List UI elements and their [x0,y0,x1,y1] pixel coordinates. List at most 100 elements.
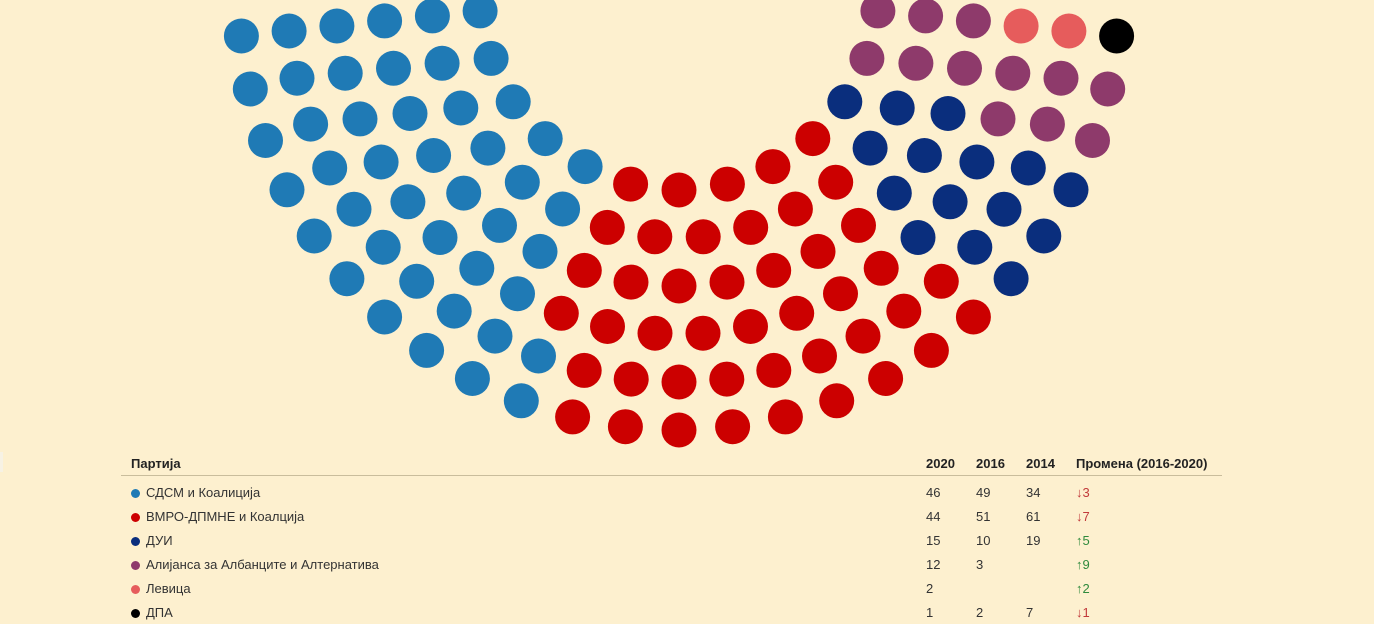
seat-dot [390,184,426,220]
seat-dot [932,184,968,220]
seat-dot [733,209,769,245]
seat-dot [800,233,836,269]
seat-dot [685,219,721,255]
seat-dot [312,150,348,186]
seat-dot [957,229,993,265]
seats-2014-cell: 19 [1026,532,1041,548]
seat-dot [470,130,506,166]
party-name: Левица [146,580,191,596]
party-name: ДПА [146,604,173,620]
seat-dot [567,149,603,185]
seat-dot [424,45,460,81]
seat-dot [795,121,831,157]
seat-dot [613,264,649,300]
seat-dot [802,338,837,374]
seat-dot [685,315,721,351]
seat-dot [849,40,885,76]
seat-dot [543,295,579,331]
header-2016: 2016 [966,450,1016,476]
table-row: СДСМ и Коалиција 46 49 34 ↓3 [121,476,1222,505]
header-party: Партија [121,450,916,476]
seat-dot [923,263,959,299]
seat-dot [566,252,602,288]
seat-dot [841,207,876,243]
seats-2016-cell: 49 [976,484,991,500]
header-2014: 2014 [1016,450,1066,476]
seat-dot [908,0,944,34]
seat-dot [1075,123,1110,158]
seat-dot [661,268,697,304]
seat-dot [827,84,863,120]
seats-2020-cell: 12 [926,556,941,572]
party-name: СДСМ и Коалиција [146,484,261,500]
seat-dot [329,261,365,297]
results-table: Партија 2020 2016 2014 Промена (2016-202… [121,450,1222,624]
seat-dot [232,71,268,107]
party-cell: ДПА [121,600,916,624]
table-row: Алијанса за Албанците и Алтернатива 12 3 ↑9 [121,552,1222,576]
seat-dot [613,166,649,202]
seat-dot [545,191,581,227]
party-cell: Левица [121,576,916,600]
seat-dot [709,264,745,300]
change-cell: ↓7 [1076,508,1090,524]
seat-dot [392,96,428,131]
seat-dot [661,172,697,208]
seat-dot [818,164,854,200]
seat-dot [1026,218,1062,254]
seats-2016-cell [966,576,1016,600]
change-cell: ↑9 [1076,556,1090,572]
party-color-dot [131,584,140,594]
seat-dot [986,191,1022,227]
seat-dot [1053,172,1089,208]
seats-2020-cell: 15 [926,532,941,548]
seat-dot [409,332,445,368]
seat-dot [495,84,531,120]
seat-dot [900,220,936,255]
change-cell: ↑2 [1076,580,1090,596]
seat-dot [248,123,283,158]
seat-dot [365,229,401,265]
change-cell: ↑5 [1076,532,1090,548]
seat-dot [819,383,855,419]
page-edge-divider [0,452,3,472]
party-color-dot [131,536,140,546]
seat-dot [367,3,403,39]
seat-dot [661,364,697,400]
change-cell: ↓3 [1076,484,1090,500]
seat-dot [637,219,673,255]
seat-dot [422,220,458,255]
seat-dot [327,55,363,91]
seat-dot [296,218,332,254]
party-name: ВМРО-ДПМНЕ и Коалција [146,508,305,524]
seat-dot [852,130,888,166]
seat-dot [845,318,881,354]
party-cell: СДСМ и Коалиција [121,476,916,505]
seat-dot [1099,18,1135,54]
table-row: Левица 2 ↑2 [121,576,1222,600]
seat-dot [269,172,305,208]
party-cell: ДУИ [121,528,916,552]
seat-dot [913,332,949,368]
party-color-dot [131,608,140,618]
seat-dot [980,101,1016,137]
party-name: Алијанса за Албанците и Алтернатива [146,556,379,572]
seat-dot [363,144,399,180]
seats-2016-cell: 51 [976,508,991,524]
seats-2016-cell: 10 [976,532,991,548]
seat-dot [709,166,745,202]
seat-dot [477,318,513,354]
seat-dot [1090,71,1126,107]
seats-2014-cell: 61 [1026,508,1041,524]
seat-dot [993,261,1029,297]
seat-dot [319,8,355,44]
seat-dot [500,276,535,312]
seat-dot [522,233,558,269]
table-row: ДПА 1 2 7 ↓1 [121,600,1222,624]
seat-dot [443,90,479,126]
seat-dot [779,295,815,331]
seat-dot [503,383,539,419]
party-color-dot [131,512,140,522]
seat-dot [436,293,472,329]
header-change: Промена (2016-2020) [1066,450,1222,476]
